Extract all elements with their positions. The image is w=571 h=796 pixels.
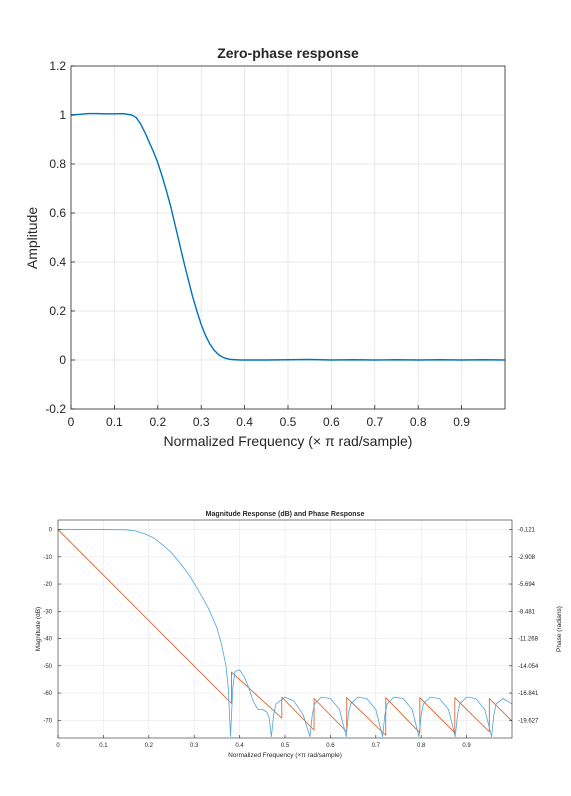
plot2-x-tick-label: 0.3 <box>190 743 199 749</box>
plot2-right-tick-label: -0.121 <box>518 528 536 534</box>
plot1-ylabel: Amplitude <box>24 207 40 269</box>
plot1-ticks: 0 0.1 0.2 0.3 0.4 0.5 0.6 0.7 0.8 0.9-0.200.20.40… <box>45 59 470 429</box>
plot2-x-tick-label: 0.2 <box>145 743 154 749</box>
plot2-ylabel: Magnitude (dB) <box>35 607 42 651</box>
plot2-y-tick-label: -10 <box>43 555 52 561</box>
plot1-x-tick-label: 0.6 <box>323 415 340 429</box>
plot1-y-tick-label: -0.2 <box>45 402 66 416</box>
plot2-x-tick-label: 0.8 <box>417 743 426 749</box>
plot1-y-tick-label: 1 <box>59 108 66 122</box>
plot2-right-tick-label: -14.054 <box>518 664 539 670</box>
plot2-xlabel: Normalized Frequency (×π rad/sample) <box>228 752 342 759</box>
plot2-x-tick-label: 0 <box>56 743 60 749</box>
plot1-x-tick-label: 0.7 <box>366 415 383 429</box>
plot2-right-tick-label: -5.694 <box>518 582 536 588</box>
plot2-ticks: 0 0.1 0.2 0.3 0.4 0.5 0.6 0.7 0.8 0.9 0 -10 -20 -30 -4… <box>43 528 539 749</box>
plot1-x-tick-label: 0.9 <box>453 415 470 429</box>
plot2-y-tick-label: -40 <box>43 637 52 643</box>
plot1-y-tick-label: 1.2 <box>49 59 66 73</box>
plot1-y-tick-label: 0.6 <box>49 206 66 220</box>
plot2-y-tick-label: -70 <box>43 718 52 724</box>
plot2-y-tick-label: -20 <box>43 582 52 588</box>
plot2-lines <box>57 529 513 738</box>
plot2-x-tick-label: 0.9 <box>462 743 471 749</box>
plot1-y-tick-label: 0.8 <box>49 157 66 171</box>
plot1-x-tick-label: 0.3 <box>193 415 210 429</box>
plot1-y-tick-label: 0.2 <box>49 304 66 318</box>
plot2-right-tick-label: -2.908 <box>518 555 536 561</box>
plot1-xlabel: Normalized Frequency (× π rad/sample) <box>164 433 413 449</box>
plot1-x-tick-label: 0.5 <box>280 415 297 429</box>
plot2-x-tick-label: 0.7 <box>372 743 381 749</box>
plot2-y-tick-label: -60 <box>43 691 52 697</box>
plot1-x-tick-label: 0 <box>68 415 75 429</box>
plot1-x-tick-label: 0.8 <box>410 415 427 429</box>
plot2-grid <box>58 520 512 738</box>
plot1-lines <box>70 112 506 361</box>
plot2-x-tick-label: 0.4 <box>235 743 244 749</box>
plot2-x-tick-label: 0.1 <box>99 743 108 749</box>
plot2-magnitude-line <box>58 529 513 738</box>
magnitude-phase-plot: 0 0.1 0.2 0.3 0.4 0.5 0.6 0.7 0.8 0.9 0 -10 -20 -30 -4… <box>35 511 563 759</box>
zero-phase-plot: 0 0.1 0.2 0.3 0.4 0.5 0.6 0.7 0.8 0.9-0.200.20.40… <box>24 45 506 449</box>
plot2-x-tick-label: 0.6 <box>326 743 335 749</box>
plot1-y-tick-label: 0 <box>59 353 66 367</box>
plot2-ylabel-right: Phase (radians) <box>556 606 563 652</box>
plot1-x-tick-label: 0.1 <box>106 415 123 429</box>
plot1-title: Zero-phase response <box>217 45 359 61</box>
plot1-series-line <box>70 112 506 361</box>
plot2-y-tick-label: 0 <box>49 528 53 534</box>
plot2-right-tick-label: -19.627 <box>518 718 539 724</box>
plot1-x-tick-label: 0.4 <box>236 415 253 429</box>
plot2-right-tick-label: -11.268 <box>518 637 539 643</box>
plot2-right-tick-label: -16.841 <box>518 691 539 697</box>
plot2-right-tick-label: -8.481 <box>518 609 536 615</box>
plot2-y-tick-label: -30 <box>43 609 52 615</box>
plot2-title: Magnitude Response (dB) and Phase Respon… <box>206 511 365 518</box>
plot2-y-tick-label: -50 <box>43 664 52 670</box>
plot1-x-tick-label: 0.2 <box>149 415 166 429</box>
plot1-y-tick-label: 0.4 <box>49 255 66 269</box>
plot2-x-tick-label: 0.5 <box>281 743 290 749</box>
